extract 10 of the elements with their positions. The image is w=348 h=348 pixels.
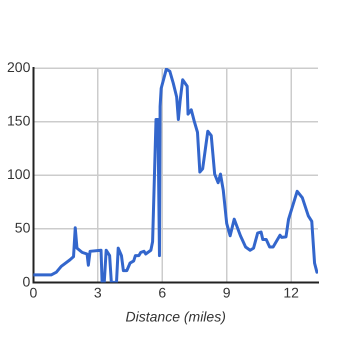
x-tick-label: 12 bbox=[283, 284, 300, 301]
y-tick-label: 150 bbox=[7, 112, 31, 128]
x-axis-title: Distance (miles) bbox=[126, 308, 226, 324]
y-tick-label: 50 bbox=[14, 220, 31, 236]
y-tick-label: 0 bbox=[22, 273, 31, 290]
y-tick-label: 100 bbox=[7, 166, 31, 182]
x-tick-label: 9 bbox=[222, 284, 231, 301]
y-tick-label: 200 bbox=[7, 58, 31, 75]
x-tick-label: 3 bbox=[94, 284, 102, 301]
x-tick-label: 6 bbox=[158, 284, 166, 301]
